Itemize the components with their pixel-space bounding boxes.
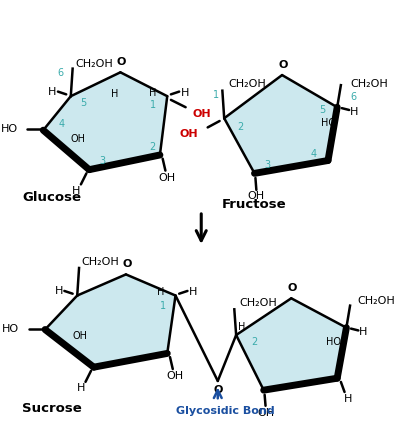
Text: H: H xyxy=(55,286,63,296)
Text: H: H xyxy=(350,107,358,117)
Text: O: O xyxy=(278,59,288,69)
Text: 3: 3 xyxy=(99,156,105,166)
Text: HO: HO xyxy=(320,118,336,128)
Text: H: H xyxy=(111,88,118,98)
Text: H: H xyxy=(48,86,57,96)
Text: O: O xyxy=(213,384,222,394)
Text: HO: HO xyxy=(0,124,18,134)
Text: CH₂OH: CH₂OH xyxy=(75,59,113,69)
Text: 5: 5 xyxy=(319,105,326,115)
Text: H: H xyxy=(157,286,164,296)
Text: 6: 6 xyxy=(350,92,356,102)
Text: OH: OH xyxy=(257,407,274,417)
Text: CH₂OH: CH₂OH xyxy=(358,296,395,306)
Text: Glycosidic Bond: Glycosidic Bond xyxy=(176,405,274,415)
Text: OH: OH xyxy=(166,371,183,381)
Text: O: O xyxy=(288,282,297,292)
Text: H: H xyxy=(149,87,156,97)
Polygon shape xyxy=(236,299,346,390)
Text: Fructose: Fructose xyxy=(222,198,286,211)
Text: OH: OH xyxy=(159,173,176,183)
Text: 2: 2 xyxy=(251,336,258,346)
Text: OH: OH xyxy=(71,133,86,143)
Text: H: H xyxy=(238,321,245,331)
Text: OH: OH xyxy=(193,108,212,118)
Text: CH₂OH: CH₂OH xyxy=(240,297,278,307)
Text: H: H xyxy=(189,286,197,296)
Text: O: O xyxy=(117,57,126,67)
Text: 4: 4 xyxy=(310,149,316,159)
Text: CH₂OH: CH₂OH xyxy=(350,79,388,89)
Polygon shape xyxy=(43,73,167,170)
Text: H: H xyxy=(344,394,352,404)
Text: 2: 2 xyxy=(238,122,244,132)
Text: Sucrose: Sucrose xyxy=(22,401,82,414)
Text: OH: OH xyxy=(73,330,88,340)
Text: H: H xyxy=(77,382,85,392)
Text: 1: 1 xyxy=(150,99,156,109)
Text: HO: HO xyxy=(326,337,341,347)
Text: HO: HO xyxy=(2,323,19,333)
Polygon shape xyxy=(45,275,176,367)
Text: 6: 6 xyxy=(57,68,64,78)
Text: 5: 5 xyxy=(80,98,87,108)
Text: Glucose: Glucose xyxy=(22,191,81,204)
Text: OH: OH xyxy=(248,191,265,201)
Text: 4: 4 xyxy=(58,118,65,128)
Text: CH₂OH: CH₂OH xyxy=(228,79,266,89)
Text: 1: 1 xyxy=(160,300,166,310)
Text: 2: 2 xyxy=(150,141,156,151)
Text: H: H xyxy=(359,327,367,337)
Polygon shape xyxy=(224,76,337,174)
Text: OH: OH xyxy=(180,128,198,138)
Text: H: H xyxy=(72,185,80,195)
Text: H: H xyxy=(180,87,189,97)
Text: 3: 3 xyxy=(264,160,270,170)
Text: O: O xyxy=(122,258,132,268)
Text: CH₂OH: CH₂OH xyxy=(82,256,120,266)
Text: 1: 1 xyxy=(212,90,219,100)
